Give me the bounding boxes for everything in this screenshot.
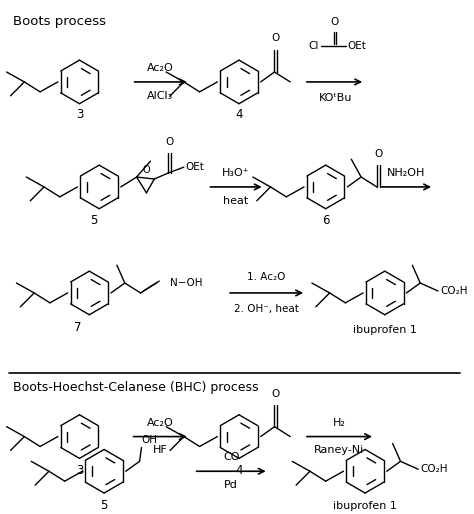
Text: O: O [272, 33, 280, 43]
Text: 7: 7 [74, 321, 81, 334]
Text: N−OH: N−OH [170, 278, 202, 288]
Text: CO₂H: CO₂H [420, 464, 448, 474]
Text: O: O [272, 389, 280, 399]
Text: 1. Ac₂O: 1. Ac₂O [247, 272, 286, 282]
Text: Raney-Ni: Raney-Ni [314, 446, 365, 455]
Text: O: O [331, 17, 339, 27]
Text: O: O [143, 165, 150, 175]
Text: 5: 5 [100, 500, 108, 512]
Text: OH: OH [142, 435, 157, 446]
Text: CO₂H: CO₂H [440, 286, 467, 296]
Text: Ac₂O: Ac₂O [147, 418, 173, 428]
Text: Boots process: Boots process [12, 14, 106, 28]
Text: AlCl₃: AlCl₃ [147, 91, 173, 101]
Text: Boots-Hoechst-Celanese (BHC) process: Boots-Hoechst-Celanese (BHC) process [12, 381, 258, 394]
Text: 2. OH⁻, heat: 2. OH⁻, heat [234, 304, 299, 314]
Text: H₂: H₂ [333, 418, 346, 428]
Text: NH₂OH: NH₂OH [387, 168, 426, 178]
Text: O: O [374, 149, 383, 159]
Text: CO: CO [223, 452, 239, 463]
Text: HF: HF [153, 446, 168, 455]
Text: Ac₂O: Ac₂O [147, 63, 173, 73]
Text: Cl: Cl [308, 41, 319, 51]
Text: 4: 4 [235, 108, 243, 121]
Text: Pd: Pd [224, 480, 238, 490]
Text: KOᵗBu: KOᵗBu [319, 93, 352, 103]
Text: OEt: OEt [186, 162, 205, 172]
Text: ibuprofen 1: ibuprofen 1 [353, 324, 417, 335]
Text: 3: 3 [76, 464, 83, 477]
Text: H₃O⁺: H₃O⁺ [222, 168, 250, 178]
Text: OEt: OEt [347, 41, 366, 51]
Text: 4: 4 [235, 464, 243, 477]
Text: 3: 3 [76, 108, 83, 121]
Text: heat: heat [223, 196, 249, 206]
Text: ibuprofen 1: ibuprofen 1 [333, 501, 397, 511]
Text: 6: 6 [322, 214, 329, 227]
Text: O: O [165, 137, 173, 148]
Text: 5: 5 [91, 214, 98, 227]
